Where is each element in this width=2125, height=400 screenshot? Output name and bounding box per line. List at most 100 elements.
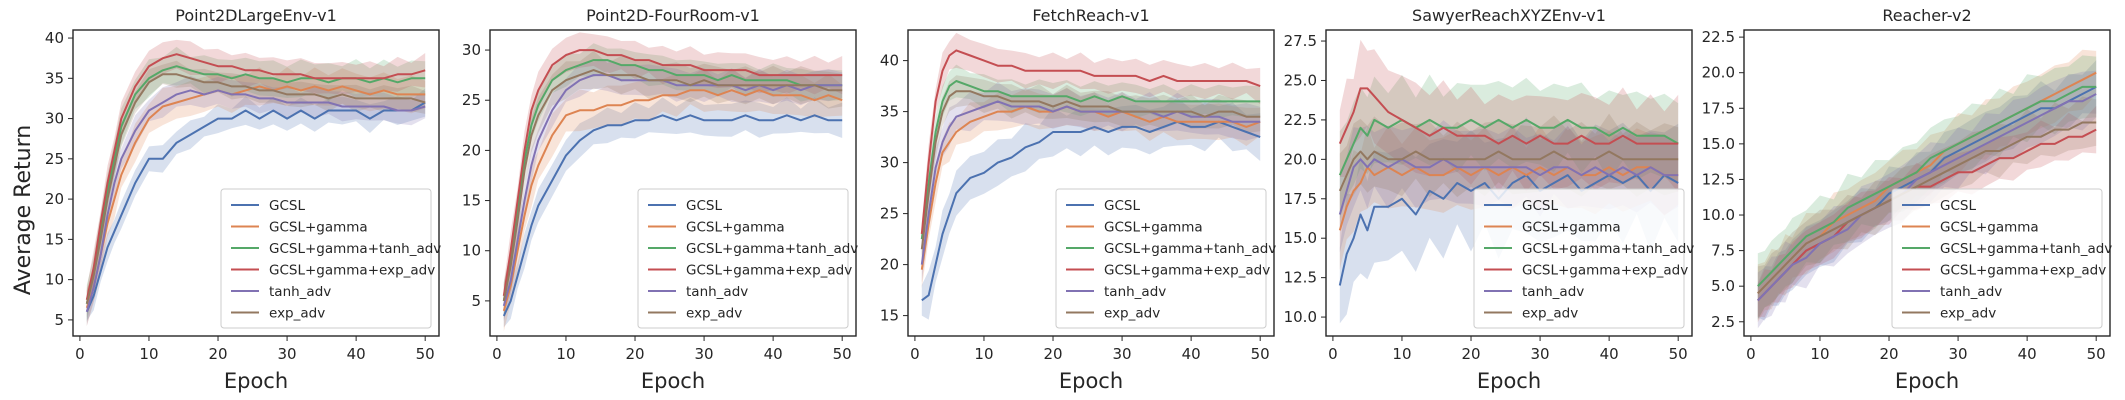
y-tick-label: 5.0 bbox=[1711, 277, 1735, 295]
legend: GCSL GCSL+gamma GCSL+gamma+tanh_adv GCSL+ga… bbox=[1055, 188, 1276, 329]
series-line-exp_adv bbox=[920, 90, 1261, 250]
legend-entry: GCSL+gamma+tanh_adv bbox=[1522, 241, 1694, 257]
x-tick-label: 30 bbox=[1949, 345, 1968, 363]
legend: GCSL GCSL+gamma GCSL+gamma+tanh_adv GCSL+ga… bbox=[220, 188, 441, 329]
subplot-2: Point2D-FourRoom-v1 0 10 20 30 40 50 5 10 15 20 25 3… bbox=[462, 6, 858, 393]
confidence-band-tanh_adv bbox=[86, 75, 426, 326]
x-tick-label: 20 bbox=[1879, 345, 1898, 363]
series-line-GCSL+gamma bbox=[502, 89, 843, 312]
x-tick-label: 40 bbox=[2018, 345, 2037, 363]
legend-entry: exp_adv bbox=[1940, 306, 1996, 322]
subplots: Point2DLargeEnv-v1 0 10 20 30 40 50 5 10 15 20 25 30… bbox=[45, 6, 2112, 393]
subplot-5: Reacher-v2 0 10 20 30 40 50 2.5 5.0 7.5 10.0 12.5 15… bbox=[1702, 6, 2113, 393]
y-tick-label: 20 bbox=[462, 141, 481, 159]
y-tick-label: 25.0 bbox=[1284, 71, 1317, 89]
legend-entry: tanh_adv bbox=[1522, 284, 1584, 300]
y-tick-label: 2.5 bbox=[1711, 313, 1735, 331]
y-tick-label: 15.0 bbox=[1702, 135, 1735, 153]
series-line-GCSL+gamma+tanh_adv bbox=[85, 65, 426, 305]
x-axis-label: Epoch bbox=[224, 369, 288, 393]
confidence-band-tanh_adv bbox=[921, 82, 1261, 283]
y-tick-label: 10.0 bbox=[1284, 308, 1317, 326]
x-tick-label: 30 bbox=[695, 345, 714, 363]
legend-entry: GCSL bbox=[1104, 198, 1140, 214]
x-tick-label: 10 bbox=[974, 345, 993, 363]
legend-box bbox=[1891, 188, 2103, 329]
legend-entry: GCSL+gamma bbox=[1940, 220, 2039, 236]
y-tick-label: 5 bbox=[471, 292, 481, 310]
x-tick-label: 20 bbox=[1461, 345, 1480, 363]
confidence-band-GCSL bbox=[503, 97, 843, 328]
series-line-GCSL bbox=[502, 114, 843, 317]
legend-entry: exp_adv bbox=[1104, 306, 1160, 322]
series-line-GCSL+gamma+tanh_adv bbox=[1338, 118, 1679, 176]
confidence-band-exp_adv bbox=[1757, 96, 2097, 321]
series-line-tanh_adv bbox=[1757, 93, 2097, 302]
confidence-band-GCSL bbox=[86, 88, 426, 321]
series-line-tanh_adv bbox=[1338, 158, 1679, 215]
series-line-GCSL+gamma+exp_adv bbox=[502, 49, 843, 297]
y-tick-label: 25 bbox=[880, 205, 899, 223]
subplot-title: FetchReach-v1 bbox=[1032, 6, 1149, 25]
x-tick-label: 50 bbox=[1251, 345, 1270, 363]
confidence-band-GCSL bbox=[921, 98, 1261, 320]
x-axis-label: Epoch bbox=[1477, 369, 1541, 393]
legend-entry: GCSL bbox=[269, 198, 305, 214]
y-tick-label: 25 bbox=[45, 150, 64, 168]
y-tick-label: 10.0 bbox=[1702, 206, 1735, 224]
legend: GCSL GCSL+gamma GCSL+gamma+tanh_adv GCSL+ga… bbox=[1891, 188, 2112, 329]
y-tick-label: 20 bbox=[880, 256, 899, 274]
y-tick-label: 40 bbox=[880, 52, 899, 70]
confidence-band-GCSL+gamma+exp_adv bbox=[921, 32, 1261, 247]
x-axis-label: Epoch bbox=[1895, 369, 1959, 393]
axes-frame bbox=[489, 29, 857, 337]
y-tick-label: 20 bbox=[45, 190, 64, 208]
subplot-3: FetchReach-v1 0 10 20 30 40 50 15 20 25 30 35 40 Epoc… bbox=[880, 6, 1276, 393]
y-tick-label: 10 bbox=[462, 242, 481, 260]
x-tick-label: 20 bbox=[208, 345, 227, 363]
subplot-1: Point2DLargeEnv-v1 0 10 20 30 40 50 5 10 15 20 25 30… bbox=[45, 6, 441, 393]
x-tick-label: 30 bbox=[1113, 345, 1132, 363]
legend-entry: GCSL+gamma bbox=[1522, 220, 1621, 236]
axes-frame bbox=[907, 29, 1275, 337]
y-tick-label: 15.0 bbox=[1284, 229, 1317, 247]
legend-box bbox=[1055, 188, 1267, 329]
x-tick-label: 50 bbox=[2087, 345, 2106, 363]
series-line-exp_adv bbox=[1338, 150, 1679, 192]
legend-entry: exp_adv bbox=[269, 306, 325, 322]
x-tick-label: 50 bbox=[833, 345, 852, 363]
y-tick-label: 30 bbox=[462, 41, 481, 59]
legend-entry: tanh_adv bbox=[269, 284, 331, 300]
figure-ylabel: Average Return bbox=[11, 125, 36, 295]
y-tick-label: 20.0 bbox=[1284, 150, 1317, 168]
x-tick-label: 10 bbox=[139, 345, 158, 363]
confidence-band-GCSL+gamma+exp_adv bbox=[503, 32, 843, 309]
y-tick-label: 15 bbox=[880, 307, 899, 325]
legend-entry: GCSL bbox=[1522, 198, 1558, 214]
y-tick-label: 25 bbox=[462, 91, 481, 109]
axes-frame bbox=[1325, 29, 1693, 337]
x-tick-label: 30 bbox=[278, 345, 297, 363]
legend-entry: GCSL+gamma+tanh_adv bbox=[686, 241, 858, 257]
y-tick-label: 35 bbox=[880, 103, 899, 121]
subplot-title: Point2DLargeEnv-v1 bbox=[175, 6, 337, 25]
x-tick-label: 0 bbox=[492, 345, 502, 363]
x-tick-label: 30 bbox=[1531, 345, 1550, 363]
x-tick-label: 40 bbox=[764, 345, 783, 363]
legend-entry: exp_adv bbox=[1522, 306, 1578, 322]
legend: GCSL GCSL+gamma GCSL+gamma+tanh_adv GCSL+ga… bbox=[1473, 188, 1694, 329]
legend-entry: GCSL+gamma bbox=[269, 220, 368, 236]
x-tick-label: 50 bbox=[416, 345, 435, 363]
legend-box bbox=[1473, 188, 1685, 329]
series-line-GCSL+gamma+exp_adv bbox=[920, 49, 1261, 235]
y-tick-label: 12.5 bbox=[1284, 269, 1317, 287]
confidence-band-GCSL+gamma+exp_adv bbox=[1339, 39, 1679, 193]
y-tick-label: 30 bbox=[880, 154, 899, 172]
plot-area bbox=[85, 39, 426, 326]
y-tick-label: 40 bbox=[45, 29, 64, 47]
legend-entry: tanh_adv bbox=[686, 284, 748, 300]
x-tick-label: 40 bbox=[1600, 345, 1619, 363]
y-tick-label: 35 bbox=[45, 69, 64, 87]
axes-frame bbox=[1743, 29, 2111, 337]
series-line-tanh_adv bbox=[85, 89, 426, 313]
